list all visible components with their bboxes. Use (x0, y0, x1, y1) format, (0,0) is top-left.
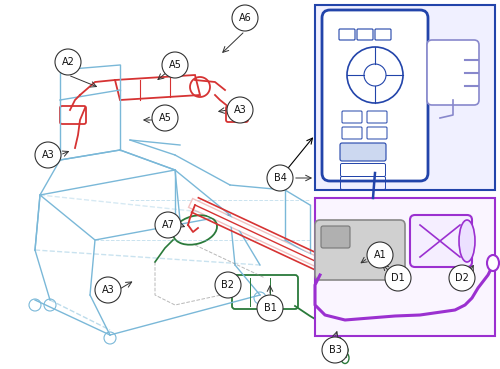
Text: A3: A3 (102, 285, 114, 295)
Circle shape (95, 277, 121, 303)
Text: A6: A6 (238, 13, 252, 23)
Text: A7: A7 (162, 220, 174, 230)
Text: A1: A1 (374, 250, 386, 260)
Text: A3: A3 (234, 105, 246, 115)
Text: A3: A3 (42, 150, 54, 160)
Circle shape (449, 265, 475, 291)
Ellipse shape (459, 220, 475, 262)
Text: B2: B2 (222, 280, 234, 290)
FancyBboxPatch shape (315, 220, 405, 280)
Text: B1: B1 (264, 303, 276, 313)
Text: A2: A2 (62, 57, 74, 67)
Text: D2: D2 (455, 273, 469, 283)
Circle shape (155, 212, 181, 238)
Circle shape (55, 49, 81, 75)
FancyBboxPatch shape (315, 198, 495, 336)
FancyBboxPatch shape (322, 10, 428, 181)
Circle shape (385, 265, 411, 291)
Circle shape (232, 5, 258, 31)
FancyBboxPatch shape (321, 226, 350, 248)
Text: B3: B3 (328, 345, 342, 355)
FancyBboxPatch shape (340, 143, 386, 161)
Circle shape (35, 142, 61, 168)
Circle shape (227, 97, 253, 123)
Circle shape (257, 295, 283, 321)
Circle shape (322, 337, 348, 363)
Circle shape (367, 242, 393, 268)
Text: D1: D1 (391, 273, 405, 283)
FancyBboxPatch shape (315, 5, 495, 190)
Circle shape (162, 52, 188, 78)
Circle shape (152, 105, 178, 131)
Text: A5: A5 (158, 113, 172, 123)
Text: B4: B4 (274, 173, 286, 183)
Ellipse shape (487, 255, 499, 271)
Text: A5: A5 (168, 60, 181, 70)
Circle shape (215, 272, 241, 298)
Circle shape (267, 165, 293, 191)
FancyBboxPatch shape (410, 215, 472, 267)
FancyBboxPatch shape (427, 40, 479, 105)
